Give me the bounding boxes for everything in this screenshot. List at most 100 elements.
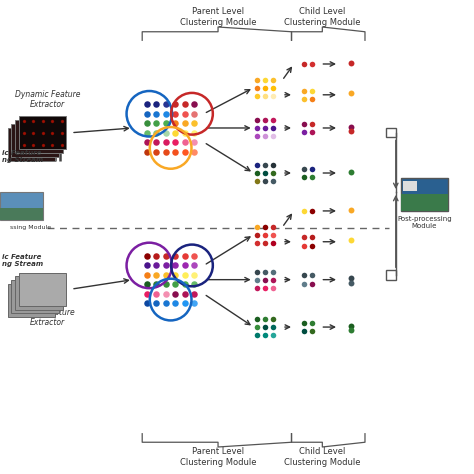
Point: [143, 281, 151, 288]
Point: [270, 92, 277, 100]
Point: [300, 60, 308, 68]
Point: [153, 138, 160, 146]
Point: [191, 129, 198, 137]
Point: [153, 129, 160, 137]
Point: [309, 328, 316, 335]
Point: [262, 231, 269, 238]
Point: [300, 328, 308, 335]
Point: [300, 280, 308, 288]
Point: [270, 169, 277, 177]
Point: [347, 128, 355, 135]
Point: [29, 129, 37, 137]
Point: [143, 138, 151, 146]
Point: [270, 223, 277, 230]
Point: [300, 95, 308, 103]
Point: [254, 132, 261, 140]
Point: [143, 300, 151, 307]
Point: [162, 138, 170, 146]
Point: [162, 148, 170, 155]
FancyBboxPatch shape: [11, 124, 59, 157]
Point: [254, 284, 261, 292]
Point: [300, 173, 308, 181]
FancyBboxPatch shape: [403, 181, 417, 191]
Point: [300, 120, 308, 128]
Point: [309, 242, 316, 250]
Point: [300, 128, 308, 136]
Point: [181, 138, 189, 146]
Point: [181, 110, 189, 118]
FancyBboxPatch shape: [15, 120, 63, 153]
Point: [172, 138, 179, 146]
Point: [153, 300, 160, 307]
FancyBboxPatch shape: [8, 128, 55, 161]
Point: [254, 169, 261, 177]
Point: [254, 239, 261, 246]
Point: [309, 60, 316, 68]
Point: [300, 272, 308, 279]
Text: Static Feature
Extractor: Static Feature Extractor: [20, 308, 74, 327]
Point: [162, 129, 170, 137]
Point: [300, 234, 308, 241]
Point: [181, 300, 189, 307]
Point: [347, 237, 355, 244]
Point: [309, 95, 316, 103]
Point: [153, 100, 160, 108]
Point: [181, 281, 189, 288]
Point: [254, 331, 261, 339]
Point: [172, 119, 179, 127]
Point: [172, 110, 179, 118]
Point: [191, 290, 198, 298]
Point: [181, 119, 189, 127]
Point: [143, 110, 151, 118]
Point: [254, 116, 261, 124]
Point: [191, 110, 198, 118]
Point: [143, 129, 151, 137]
Point: [309, 165, 316, 173]
Point: [162, 252, 170, 260]
Point: [181, 129, 189, 137]
Point: [262, 84, 269, 91]
Text: ssing Module: ssing Module: [10, 225, 51, 230]
Point: [191, 262, 198, 269]
Point: [191, 148, 198, 155]
Point: [309, 234, 316, 241]
Point: [162, 100, 170, 108]
Point: [309, 272, 316, 279]
Point: [153, 290, 160, 298]
Point: [181, 252, 189, 260]
Text: ic Feature
ng Stream: ic Feature ng Stream: [2, 254, 44, 267]
FancyBboxPatch shape: [8, 284, 55, 317]
Point: [262, 239, 269, 246]
Text: Dynamic Feature
Extractor: Dynamic Feature Extractor: [15, 90, 80, 109]
Point: [48, 141, 56, 148]
Point: [254, 276, 261, 283]
Text: Child Level
Clustering Module: Child Level Clustering Module: [284, 7, 361, 27]
Point: [181, 148, 189, 155]
Point: [270, 315, 277, 323]
Point: [300, 242, 308, 250]
Point: [48, 129, 56, 137]
Point: [20, 141, 27, 148]
Point: [162, 300, 170, 307]
Point: [270, 84, 277, 91]
Point: [262, 124, 269, 132]
Point: [162, 290, 170, 298]
Point: [254, 76, 261, 83]
Point: [270, 231, 277, 238]
FancyBboxPatch shape: [0, 192, 43, 220]
Point: [347, 274, 355, 282]
Point: [162, 110, 170, 118]
Point: [153, 281, 160, 288]
Point: [143, 290, 151, 298]
Point: [270, 323, 277, 331]
Point: [254, 92, 261, 100]
Point: [262, 268, 269, 275]
Point: [254, 177, 261, 185]
Point: [270, 239, 277, 246]
Point: [153, 252, 160, 260]
Point: [58, 117, 65, 125]
Point: [270, 116, 277, 124]
Point: [262, 284, 269, 292]
FancyBboxPatch shape: [401, 178, 448, 211]
Point: [309, 280, 316, 288]
